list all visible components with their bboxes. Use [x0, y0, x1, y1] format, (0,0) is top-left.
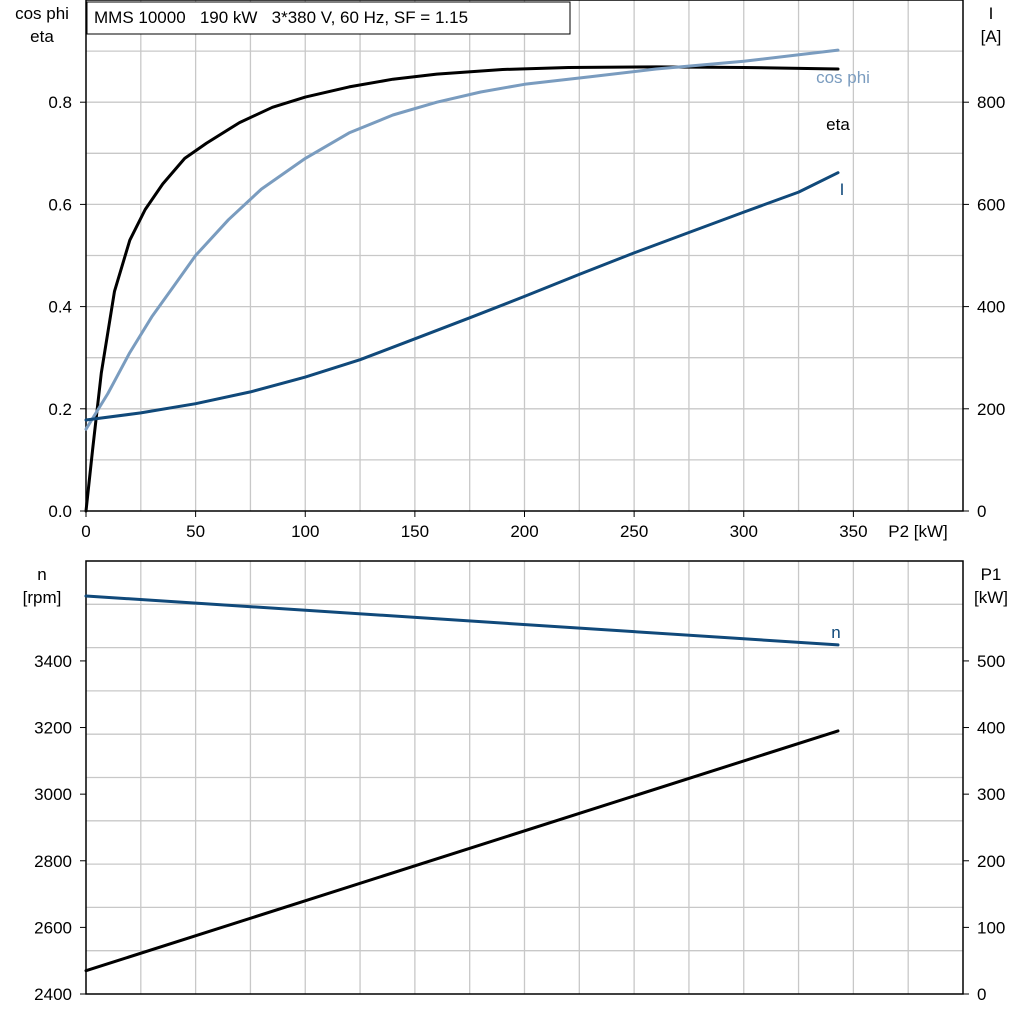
- y-right-tick-label: 100: [977, 918, 1005, 937]
- y-left-tick-label: 0.6: [48, 195, 72, 214]
- y-left-tick-label: 2400: [34, 985, 72, 1004]
- y-right-tick-label: 500: [977, 652, 1005, 671]
- y-right-axis-unit: [A]: [981, 27, 1002, 46]
- y-left-axis-title: n: [37, 565, 46, 584]
- legend-frame: [86, 1, 571, 35]
- series-line-eta: [84, 65, 840, 513]
- y-right-tick-label: 400: [977, 719, 1005, 738]
- y-left-tick-label: 0.0: [48, 502, 72, 521]
- series-label-n: n: [831, 623, 840, 642]
- y-right-tick-label: 400: [977, 298, 1005, 317]
- y-left-tick-label: 0.8: [48, 93, 72, 112]
- series-label-eta: eta: [826, 115, 850, 134]
- x-tick-label: 350: [839, 522, 867, 541]
- y-right-tick-label: 200: [977, 400, 1005, 419]
- legend-box: MMS 10000 190 kW 3*380 V, 60 Hz, SF = 1.…: [86, 1, 571, 35]
- y-left-axis-unit: [rpm]: [23, 588, 62, 607]
- series-line-n: [84, 594, 840, 647]
- x-tick-label: 150: [401, 522, 429, 541]
- y-left-tick-label: 3200: [34, 719, 72, 738]
- y-left-tick-label: 3400: [34, 652, 72, 671]
- y-left-tick-label: 3000: [34, 785, 72, 804]
- y-right-axis-title: P1: [981, 565, 1002, 584]
- y-left-tick-label: 0.2: [48, 400, 72, 419]
- y-left-tick-label: 0.4: [48, 298, 72, 317]
- series-line-i: [84, 171, 840, 422]
- series-label-i: I: [840, 180, 845, 199]
- y-left-axis-unit: eta: [30, 27, 54, 46]
- x-tick-label: 100: [291, 522, 319, 541]
- y-right-axis-unit: [kW]: [974, 588, 1008, 607]
- x-tick-label: 50: [186, 522, 205, 541]
- series-line-p1: [84, 729, 840, 973]
- x-tick-label: 300: [730, 522, 758, 541]
- bottom-panel: 2400 2600 2800 3000 3200 3400 0 100 200 300 400 500…: [23, 560, 1008, 1004]
- plot-frame: [85, 560, 964, 995]
- x-tick-label: 250: [620, 522, 648, 541]
- series-label-cos-phi: cos phi: [816, 68, 870, 87]
- y-right-tick-label: 300: [977, 785, 1005, 804]
- y-left-axis-title: cos phi: [15, 4, 69, 23]
- y-right-tick-label: 200: [977, 852, 1005, 871]
- series-line-cos-phi: [84, 48, 840, 431]
- chart-title: MMS 10000 190 kW 3*380 V, 60 Hz, SF = 1.…: [94, 8, 468, 27]
- x-tick-label: 0: [81, 522, 90, 541]
- x-axis-title: P2 [kW]: [888, 522, 948, 541]
- x-tick-label: 200: [510, 522, 538, 541]
- y-left-tick-label: 2800: [34, 852, 72, 871]
- y-right-axis-title: I: [989, 4, 994, 23]
- y-left-tick-label: 2600: [34, 918, 72, 937]
- top-panel: 0.0 0.2 0.4 0.6 0.8 0 200 400 600 800 cos phi eta I […: [15, 0, 1005, 541]
- y-right-tick-label: 0: [977, 985, 986, 1004]
- y-right-tick-label: 800: [977, 93, 1005, 112]
- y-right-tick-label: 600: [977, 195, 1005, 214]
- y-right-tick-label: 0: [977, 502, 986, 521]
